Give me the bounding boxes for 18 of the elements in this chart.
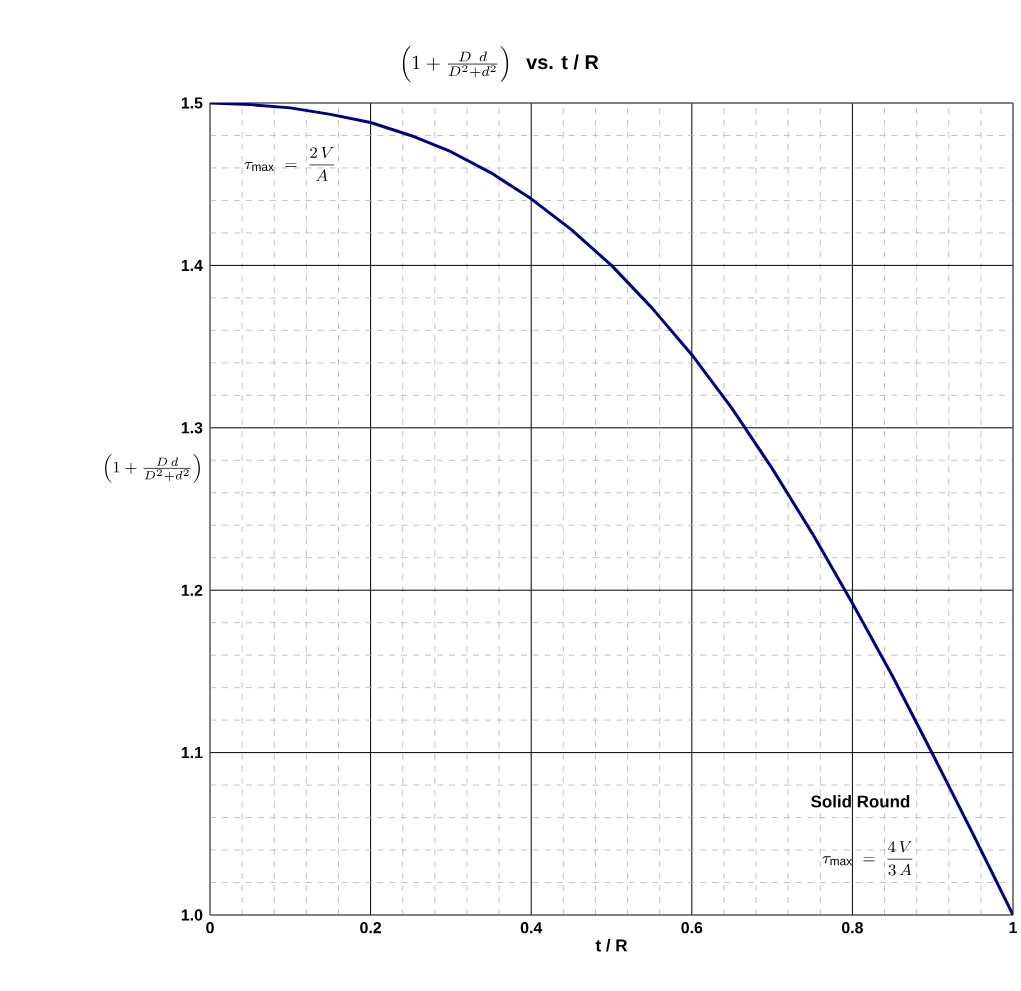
x-tick-label: 0.4 [520, 922, 543, 934]
annotation: Solid Round [811, 795, 910, 808]
x-tick-label: 0.6 [681, 922, 703, 934]
y-tick-label: 1.0 [181, 909, 203, 921]
annotation: $\tau_{\max}\;=\;\frac{2\,V}{A}$ [244, 146, 335, 181]
y-tick-label: 1.1 [181, 747, 203, 759]
x-tick-label: 0.2 [360, 922, 382, 934]
x-tick-label: 0 [206, 922, 214, 934]
y-tick-label: 1.5 [181, 97, 203, 109]
y-tick-label: 1.4 [181, 259, 203, 271]
chart-title: $\left( 1 + \frac{D\;\,d}{D^{2} + d^{2}} \right)\;\textbf{ vs. t / R}$ [402, 46, 599, 82]
x-tick-label: 1 [1009, 922, 1017, 934]
y-tick-label: 1.2 [181, 584, 203, 596]
y-tick-label: 1.3 [181, 422, 203, 434]
x-tick-label: 0.8 [841, 922, 863, 934]
y-axis-title: $\left( 1 + \frac{D\,d}{D^{2} + d^{2}} \right)$ [105, 454, 200, 483]
line-series [210, 103, 1014, 915]
x-axis-title: t / R [595, 939, 628, 952]
